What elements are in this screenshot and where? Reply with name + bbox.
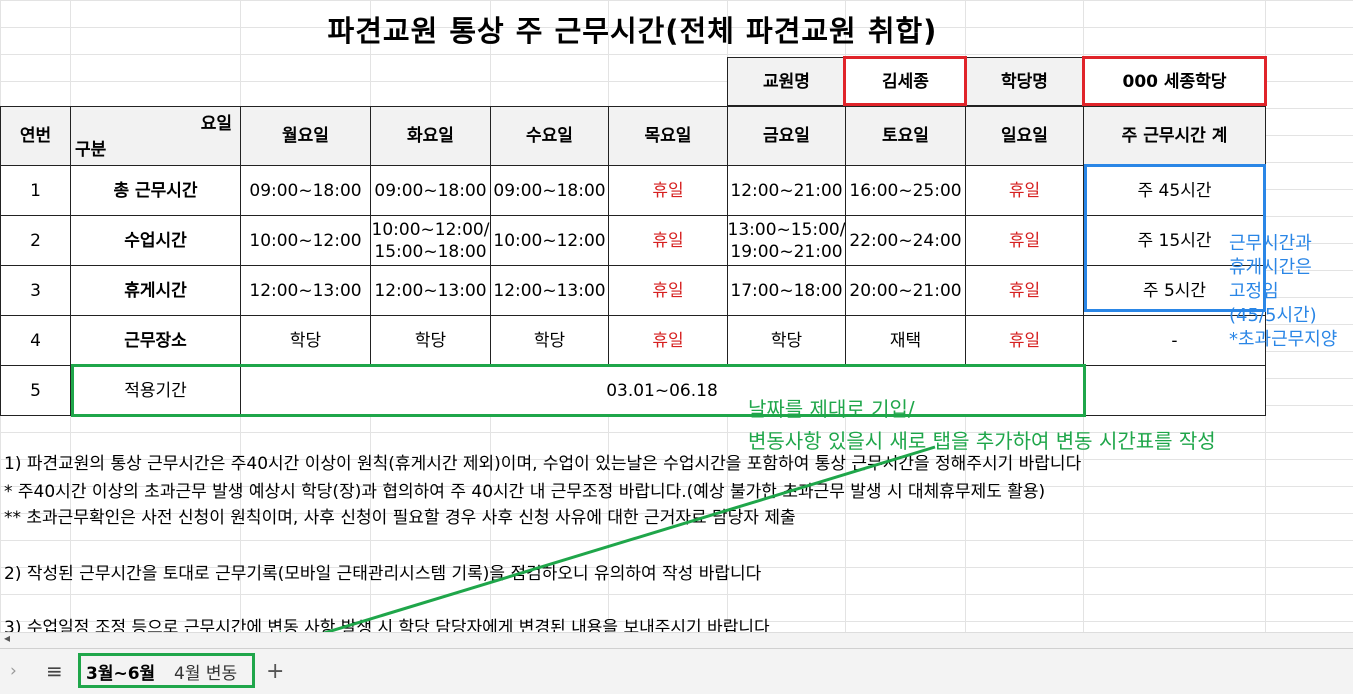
sheet-title: 파견교원 통상 주 근무시간(전체 파견교원 취합): [327, 14, 938, 48]
header-gubun[interactable]: 요일 구분: [70, 106, 241, 166]
header-wed[interactable]: 수요일: [490, 106, 609, 166]
teacher-label[interactable]: 교원명: [727, 57, 846, 106]
horizontal-scrollbar[interactable]: ◂: [0, 631, 1353, 648]
row-cell[interactable]: 학당: [370, 315, 491, 366]
note-1b: ** 초과근무확인은 사전 신청이 원칙이며, 사후 신청이 필요할 경우 사후…: [4, 508, 796, 528]
highlight-period: [71, 364, 1086, 417]
row-label[interactable]: 수업시간: [70, 215, 241, 266]
sheet-menu-icon[interactable]: ≡: [46, 659, 63, 683]
row5-total[interactable]: [1083, 365, 1266, 416]
row-cell[interactable]: 휴일: [965, 265, 1084, 316]
row-cell[interactable]: 휴일: [965, 165, 1084, 216]
teacher-value[interactable]: 김세종: [845, 57, 966, 106]
row-cell[interactable]: 09:00~18:00: [240, 165, 371, 216]
header-yoil-label: 요일: [200, 114, 232, 134]
blue-annotation: 근무시간과 휴게시간은 고정임 (45/5시간) *초과근무지양: [1229, 233, 1338, 350]
add-sheet-icon[interactable]: +: [266, 658, 285, 684]
header-gubun-label: 구분: [75, 140, 107, 160]
row-cell[interactable]: 16:00~25:00: [845, 165, 966, 216]
tab-nav-icon[interactable]: ›: [10, 661, 17, 681]
highlight-teacher: [843, 56, 967, 106]
tab-april-change[interactable]: 4월 변동: [174, 663, 238, 684]
header-sat[interactable]: 토요일: [845, 106, 966, 166]
highlight-total: [1084, 164, 1266, 312]
highlight-tabs: [78, 653, 255, 688]
row-cell[interactable]: 휴일: [608, 315, 728, 366]
row-cell[interactable]: 17:00~18:00: [727, 265, 846, 316]
note-1: 1) 파견교원의 통상 근무시간은 주40시간 이상이 원칙(휴게시간 제외)이…: [4, 454, 1082, 474]
row5-no[interactable]: 5: [0, 365, 71, 416]
highlight-academy: [1082, 56, 1267, 106]
header-fri[interactable]: 금요일: [727, 106, 846, 166]
header-sun[interactable]: 일요일: [965, 106, 1084, 166]
sheet-tab-bar: › ≡ 3월~6월 4월 변동 +: [0, 648, 1353, 694]
row-cell[interactable]: 22:00~24:00: [845, 215, 966, 266]
row-cell[interactable]: 휴일: [608, 265, 728, 316]
row-total[interactable]: 주 15시간: [1083, 215, 1266, 266]
row-total[interactable]: 주 5시간: [1083, 265, 1266, 316]
academy-value[interactable]: 000 세종학당: [1083, 57, 1266, 106]
header-total[interactable]: 주 근무시간 계: [1083, 106, 1266, 166]
academy-label[interactable]: 학당명: [965, 57, 1084, 106]
row-cell[interactable]: 재택: [845, 315, 966, 366]
row-cell[interactable]: 12:00~13:00: [490, 265, 609, 316]
note-2: 2) 작성된 근무시간을 토대로 근무기록(모바일 근태관리시스템 기록)을 점…: [4, 564, 762, 584]
row-cell[interactable]: 12:00~13:00: [370, 265, 491, 316]
row-no[interactable]: 4: [0, 315, 71, 366]
scroll-left-icon[interactable]: ◂: [4, 631, 11, 645]
row-cell[interactable]: 학당: [240, 315, 371, 366]
green-annotation-1: 날짜를 제대로 기입/: [748, 397, 915, 421]
row-cell[interactable]: 휴일: [608, 165, 728, 216]
row-cell[interactable]: 10:00~12:00: [490, 215, 609, 266]
row-cell[interactable]: 10:00~12:00/ 15:00~18:00: [370, 215, 491, 266]
row-cell[interactable]: 13:00~15:00/ 19:00~21:00: [727, 215, 846, 266]
row-total[interactable]: -: [1083, 315, 1266, 366]
row-cell[interactable]: 12:00~21:00: [727, 165, 846, 216]
row5-period[interactable]: 03.01~06.18: [240, 365, 1084, 416]
green-annotation-2: 변동사항 있을시 새로 탭을 추가하여 변동 시간표를 작성: [748, 429, 1216, 453]
row-cell[interactable]: 휴일: [965, 215, 1084, 266]
row-cell[interactable]: 09:00~18:00: [370, 165, 491, 216]
note-1a: * 주40시간 이상의 초과근무 발생 예상시 학당(장)과 협의하여 주 40…: [4, 482, 1046, 502]
header-mon[interactable]: 월요일: [240, 106, 371, 166]
